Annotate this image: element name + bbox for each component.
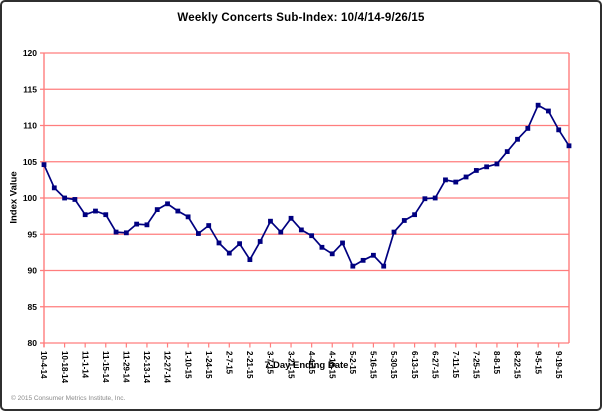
data-point-marker — [391, 229, 397, 235]
data-point-marker — [535, 102, 541, 108]
data-point-marker — [298, 227, 304, 233]
data-point-marker — [62, 195, 67, 201]
data-point-marker — [381, 263, 387, 269]
data-point-marker — [123, 230, 129, 236]
x-tick-label: 11-1-14 — [80, 351, 89, 379]
x-tick-label: 3-7-15 — [266, 351, 275, 375]
data-point-marker — [319, 244, 325, 250]
data-point-marker — [412, 212, 417, 218]
data-point-marker — [216, 240, 222, 246]
data-point-marker — [494, 161, 500, 167]
y-tick-label: 80 — [28, 338, 38, 348]
copyright-text: © 2015 Consumer Metrics Institute, Inc. — [11, 395, 126, 402]
data-point-marker — [278, 229, 284, 235]
data-point-marker — [453, 179, 459, 185]
data-point-marker — [268, 218, 273, 224]
x-tick-label: 1-10-15 — [183, 351, 192, 379]
data-point-marker — [247, 257, 253, 263]
y-tick-label: 100 — [23, 193, 37, 203]
x-axis-title: 7-Day Ending Date — [264, 360, 349, 371]
chart-title: Weekly Concerts Sub-Index: 10/4/14-9/26/… — [177, 12, 425, 24]
data-point-marker — [422, 196, 428, 202]
data-point-marker — [41, 162, 47, 168]
data-point-marker — [432, 195, 438, 201]
x-tick-label: 12-27-14 — [163, 351, 172, 384]
data-point-marker — [484, 164, 490, 170]
x-tick-label: 11-29-14 — [122, 351, 131, 383]
data-point-marker — [82, 212, 88, 218]
data-point-marker — [566, 143, 572, 149]
x-tick-label: 12-13-14 — [142, 351, 151, 384]
x-tick-label: 9-19-15 — [554, 351, 563, 379]
data-point-marker — [237, 241, 242, 247]
data-point-marker — [93, 208, 98, 214]
y-tick-label: 115 — [23, 84, 37, 94]
data-point-marker — [72, 197, 78, 202]
x-tick-label: 2-7-15 — [224, 351, 233, 375]
x-tick-label: 4-18-15 — [327, 351, 336, 379]
data-point-marker — [175, 208, 181, 214]
data-point-marker — [134, 221, 140, 227]
x-tick-label: 8-8-15 — [492, 351, 501, 375]
data-point-marker — [360, 257, 366, 263]
x-tick-label: 4-4-15 — [307, 351, 316, 375]
data-point-marker — [329, 251, 335, 257]
x-tick-label: 5-30-15 — [389, 351, 398, 379]
data-point-marker — [113, 229, 119, 235]
data-point-marker — [556, 127, 562, 133]
y-tick-label: 105 — [23, 157, 37, 167]
x-tick-label: 11-15-14 — [101, 351, 110, 383]
data-point-marker — [51, 185, 57, 191]
x-tick-label: 5-2-15 — [348, 351, 357, 375]
data-point-marker — [309, 233, 315, 239]
data-point-marker — [288, 215, 294, 221]
y-tick-label: 95 — [28, 229, 38, 239]
data-point-marker — [371, 252, 376, 258]
x-tick-label: 8-22-15 — [513, 351, 522, 379]
y-tick-label: 110 — [23, 121, 37, 131]
data-point-marker — [401, 218, 407, 223]
data-point-marker — [463, 174, 469, 180]
x-tick-label: 3-21-15 — [286, 351, 295, 379]
data-point-marker — [154, 207, 160, 212]
data-point-marker — [185, 214, 191, 220]
data-point-marker — [165, 201, 170, 207]
x-tick-label: 9-5-15 — [533, 351, 542, 375]
data-point-marker — [504, 149, 510, 154]
data-point-marker — [546, 108, 551, 114]
data-point-marker — [340, 240, 345, 246]
x-tick-label: 10-18-14 — [60, 351, 69, 384]
x-tick-label: 7-11-15 — [451, 351, 460, 379]
data-point-marker — [350, 263, 356, 269]
data-point-marker — [226, 250, 232, 256]
data-point-marker — [144, 222, 150, 228]
x-tick-label: 5-16-15 — [369, 351, 378, 379]
series-line — [43, 104, 570, 268]
data-point-marker — [257, 239, 263, 244]
data-point-marker — [196, 231, 201, 236]
data-point-marker — [515, 136, 520, 142]
x-tick-label: 6-13-15 — [410, 351, 419, 379]
x-tick-label: 6-27-15 — [430, 351, 439, 379]
y-tick-label: 85 — [28, 302, 38, 312]
data-point-marker — [473, 168, 479, 173]
data-point-marker — [206, 223, 212, 228]
x-tick-label: 1-24-15 — [204, 351, 213, 379]
y-tick-label: 120 — [23, 48, 37, 58]
data-point-marker — [525, 126, 531, 131]
data-point-marker — [103, 212, 109, 218]
x-tick-label: 7-25-15 — [472, 351, 481, 379]
y-tick-label: 90 — [28, 266, 38, 276]
x-tick-label: 10-4-14 — [39, 351, 48, 379]
x-tick-label: 2-21-15 — [245, 351, 254, 379]
data-point-marker — [443, 177, 448, 183]
